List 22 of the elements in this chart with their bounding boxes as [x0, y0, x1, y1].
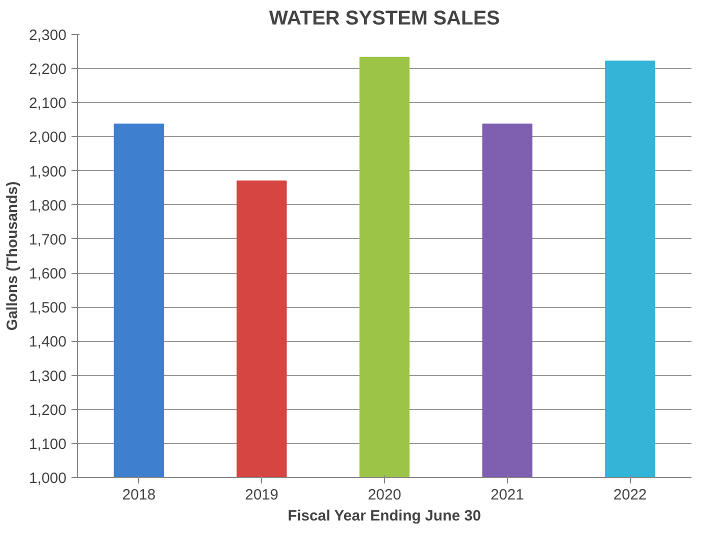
- y-tick-label: 1,700: [28, 231, 67, 248]
- y-tick-label: 1,000: [28, 470, 67, 487]
- y-tick-label: 2,300: [28, 27, 67, 44]
- y-tick-label: 2,100: [28, 95, 67, 112]
- y-tick-label: 1,500: [28, 300, 67, 317]
- y-tick-label: 1,400: [28, 334, 67, 351]
- y-tick-label: 1,900: [28, 163, 67, 180]
- x-tick-label: 2019: [245, 486, 278, 504]
- y-tick-label: 2,200: [28, 61, 67, 78]
- y-tick-label: 1,600: [28, 266, 67, 283]
- x-tick-label: 2018: [122, 486, 156, 504]
- y-tick-label: 1,200: [28, 402, 67, 419]
- y-tick-label: 2,000: [28, 129, 67, 146]
- y-tick-label: 1,800: [28, 197, 67, 214]
- y-tick-label: 1,100: [28, 436, 67, 453]
- y-tick-label: 1,300: [28, 368, 67, 385]
- x-tick-label: 2022: [613, 486, 647, 504]
- chart-title: WATER SYSTEM SALES: [269, 8, 500, 30]
- x-axis-title: Fiscal Year Ending June 30: [288, 508, 481, 524]
- x-tick-label: 2021: [490, 486, 524, 504]
- y-axis-title: Gallons (Thousands): [4, 181, 21, 331]
- x-tick-label: 2020: [368, 486, 402, 504]
